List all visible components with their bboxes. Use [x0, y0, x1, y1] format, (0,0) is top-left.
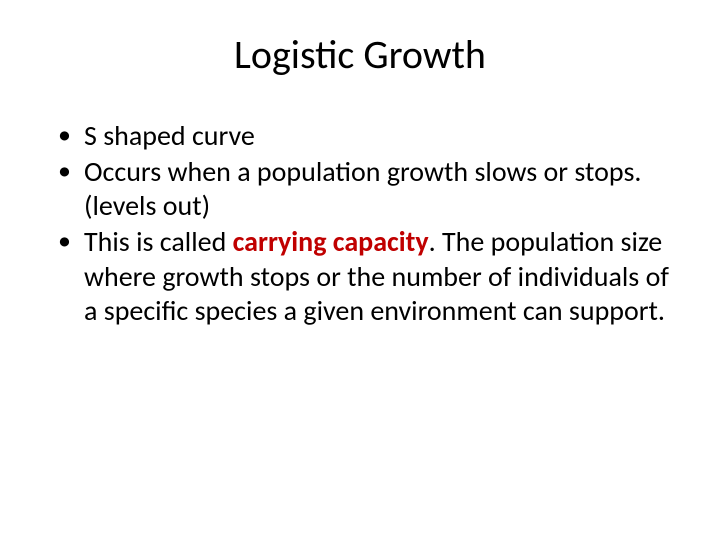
list-item: Occurs when a population growth slows or… [56, 155, 670, 223]
slide-title: Logistic Growth [50, 30, 670, 79]
list-item: S shaped curve [56, 119, 670, 153]
list-item: This is called carrying capacity. The po… [56, 225, 670, 327]
bullet-text: Occurs when a population growth slows or… [84, 154, 642, 223]
emphasis-text: carrying capacity [233, 224, 429, 259]
slide: Logistic Growth S shaped curve Occurs wh… [0, 0, 720, 540]
bullet-text-pre: This is called [84, 224, 233, 259]
bullet-text: S shaped curve [84, 118, 255, 153]
bullet-list: S shaped curve Occurs when a population … [56, 119, 670, 328]
